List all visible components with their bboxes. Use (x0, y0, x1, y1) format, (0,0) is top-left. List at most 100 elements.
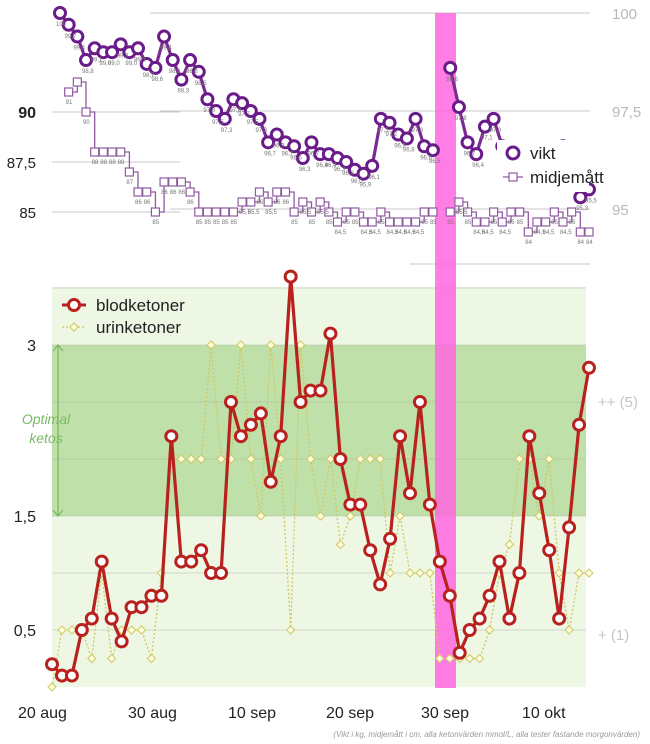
midjematt-point (358, 217, 369, 227)
midjematt-point (341, 207, 351, 217)
urinketoner-point (385, 568, 395, 578)
urinketoner-point (315, 511, 326, 521)
vikt-point (61, 17, 76, 32)
urinketoner-point (375, 454, 385, 464)
midjematt-point-label: 85,5 (265, 210, 277, 216)
optimal-annotation-line1: Optimal (22, 411, 71, 427)
blodketoner-point (412, 395, 427, 409)
blodketoner-point (552, 611, 567, 626)
vikt-point-label: 97,3 (377, 128, 389, 134)
vikt-point (113, 37, 128, 52)
midjematt-point (506, 207, 516, 217)
urinketoner-point (554, 568, 564, 578)
urinketoner-point (474, 653, 485, 664)
urinketoner-point (425, 568, 435, 578)
urinketoner-legend-symbol (69, 322, 79, 332)
vikt-point (252, 111, 267, 126)
left-axis-tick-label: 90 (18, 105, 36, 122)
urinketoner-point (464, 653, 475, 664)
vikt-point-label: 99,0 (108, 61, 120, 67)
vikt-point-label: 96,2 (342, 171, 354, 177)
urinketoner-point (445, 653, 455, 664)
vikt-point-label: 97,8 (203, 108, 215, 114)
blodketoner-point (134, 600, 149, 615)
midjematt-point (332, 217, 343, 227)
urinketoner-point (405, 568, 415, 578)
vikt-point (235, 96, 250, 111)
midjematt-point-label: 85,5 (300, 210, 312, 216)
midjematt-point (289, 207, 299, 217)
midjematt-point-label: 86 (274, 200, 281, 206)
midjematt-point (220, 207, 230, 217)
midjematt-point (480, 217, 490, 227)
vikt-point (148, 60, 163, 75)
vikt-point (165, 53, 180, 68)
optimal-annotation-line2: ketos (29, 430, 62, 446)
vikt-point (356, 166, 371, 181)
vikt-point-label: 96,3 (334, 167, 346, 173)
blodketoner-point (224, 395, 238, 409)
vikt-point-label: 96,7 (281, 151, 293, 157)
midjematt-point (150, 207, 160, 217)
vikt-point (131, 41, 146, 56)
blodketoner-point (74, 623, 89, 637)
vikt-point-label: 96,9 (394, 144, 406, 150)
midjematt-point (315, 197, 325, 207)
vikt-point (382, 115, 397, 130)
urinketoner-point (325, 454, 336, 464)
background-layer (52, 287, 586, 687)
vikt-point-label: 97,5 (212, 120, 224, 126)
midjematt-point-label: 85 (291, 220, 298, 226)
vikt-point-label: 96,6 (290, 155, 302, 161)
midjematt-point (532, 217, 542, 227)
urinketoner-point (395, 511, 405, 521)
vikt-point (209, 104, 224, 118)
midjematt-point-label: 85 (204, 220, 211, 226)
urinketoner-point (196, 454, 206, 464)
midjematt-point-label: 84,5 (369, 230, 381, 236)
midjematt-legend-label: midjemått (530, 168, 604, 187)
blodketoner-point (283, 269, 298, 284)
vikt-point-label: 97,3 (255, 128, 267, 134)
vikt-point (200, 92, 215, 107)
midjematt-point-label: 86 (282, 200, 289, 206)
urinketoner-point (176, 454, 186, 464)
midjematt-point-label: 86 (178, 190, 185, 196)
midjematt-point-label: 85 (343, 220, 350, 226)
midjematt-point (306, 207, 317, 217)
blodketoner-point (432, 554, 447, 569)
midjematt-point-label: 85 (569, 220, 576, 226)
midjematt-point-label: 91 (66, 100, 73, 106)
x-axis-tick-label: 10 okt (522, 705, 566, 722)
midjematt-point-label: 85 (551, 220, 558, 226)
urinketoner-point (504, 539, 515, 550)
midjematt-point-label: 85,5 (239, 210, 251, 216)
midjematt-point-label: 84 (525, 240, 532, 246)
blodketoner-point (253, 406, 268, 421)
midjematt-point (324, 207, 334, 217)
urine-axis-tick-label: ++ (5) (598, 394, 638, 411)
vikt-point (443, 60, 458, 75)
midjematt-point (541, 217, 551, 227)
vikt-point-label: 97,3 (221, 128, 233, 134)
midjematt-point-label: 85 (222, 220, 229, 226)
vikt-point-label: 98,8 (82, 69, 94, 75)
blodketoner-point (572, 417, 587, 432)
vikt-point (399, 131, 414, 146)
vikt-point (261, 135, 276, 150)
urinketoner-point (136, 625, 147, 635)
midjematt-point-label: 84,5 (395, 230, 407, 236)
vikt-point-label: 95,5 (585, 198, 597, 204)
blodketoner-point (492, 554, 507, 569)
blodketoner-point (403, 486, 417, 501)
vikt-point-label: 96,3 (299, 167, 311, 173)
urinketoner-point (206, 340, 216, 350)
vikt-point (425, 143, 440, 158)
urinketoner-point (305, 454, 316, 464)
vikt-point (408, 111, 423, 126)
midjematt-point (176, 177, 187, 187)
midjematt-point (445, 207, 455, 217)
urinketoner-point (295, 340, 306, 350)
midjematt-point-label: 88 (100, 160, 107, 166)
